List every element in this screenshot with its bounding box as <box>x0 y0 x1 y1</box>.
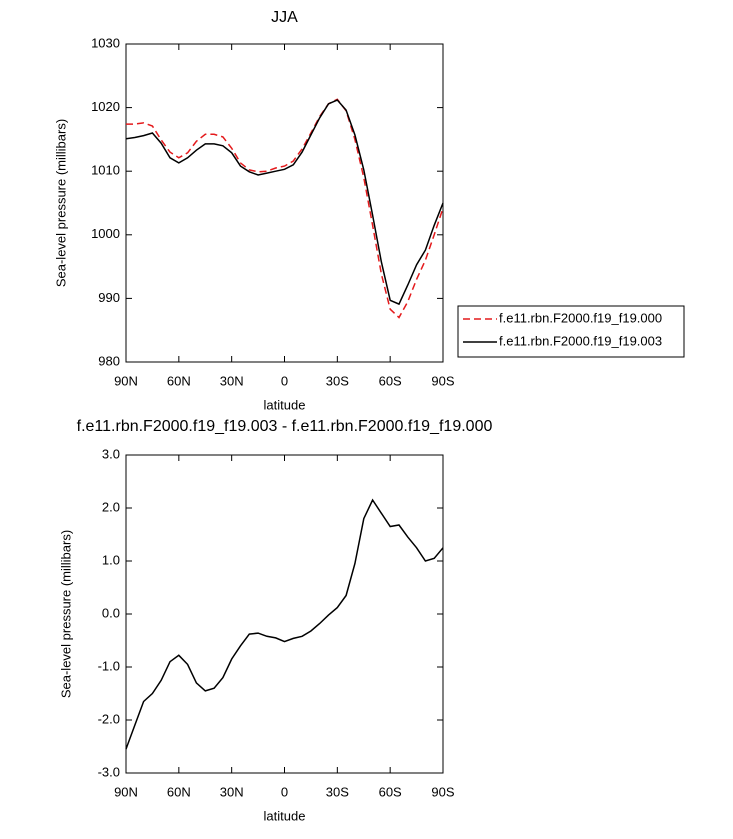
y-tick-label: 1.0 <box>102 552 120 567</box>
x-axis-label: latitude <box>264 397 306 412</box>
y-axis-label: Sea-level pressure (millibars) <box>53 119 68 287</box>
chart-title: JJA <box>271 9 298 26</box>
y-tick-label: 990 <box>98 290 120 305</box>
x-tick-label: 0 <box>281 784 288 799</box>
legend-label: f.e11.rbn.F2000.f19_f19.003 <box>499 333 662 348</box>
y-tick-label: -2.0 <box>98 711 120 726</box>
data-line <box>125 498 444 750</box>
y-axis-label: Sea-level pressure (millibars) <box>58 530 73 698</box>
x-tick-label: 30S <box>326 784 349 799</box>
y-tick-label: 2.0 <box>102 499 120 514</box>
x-tick-label: 30N <box>220 373 244 388</box>
y-tick-label: 980 <box>98 353 120 368</box>
x-axis-label: latitude <box>264 808 306 823</box>
x-tick-label: 60N <box>167 784 191 799</box>
y-tick-label: -3.0 <box>98 764 120 779</box>
x-tick-label: 60S <box>379 784 402 799</box>
x-tick-label: 90N <box>114 784 138 799</box>
x-tick-label: 30S <box>326 373 349 388</box>
plot-frame <box>125 43 444 363</box>
data-line <box>125 99 444 306</box>
legend-box <box>457 305 685 358</box>
y-tick-label: 3.0 <box>102 446 120 461</box>
y-tick-label: 0.0 <box>102 605 120 620</box>
x-tick-label: 0 <box>281 373 288 388</box>
data-line <box>126 98 444 319</box>
legend-label: f.e11.rbn.F2000.f19_f19.000 <box>499 310 662 325</box>
x-tick-label: 90S <box>431 784 454 799</box>
y-tick-label: 1010 <box>91 163 120 178</box>
x-tick-label: 90S <box>431 373 454 388</box>
y-tick-label: 1020 <box>91 99 120 114</box>
y-tick-label: 1030 <box>91 35 120 50</box>
plot-frame <box>125 454 444 774</box>
x-tick-label: 30N <box>220 784 244 799</box>
x-tick-label: 90N <box>114 373 138 388</box>
chart-title: f.e11.rbn.F2000.f19_f19.003 - f.e11.rbn.… <box>77 418 493 435</box>
x-tick-label: 60S <box>379 373 402 388</box>
x-tick-label: 60N <box>167 373 191 388</box>
y-tick-label: -1.0 <box>98 658 120 673</box>
y-tick-label: 1000 <box>91 226 120 241</box>
